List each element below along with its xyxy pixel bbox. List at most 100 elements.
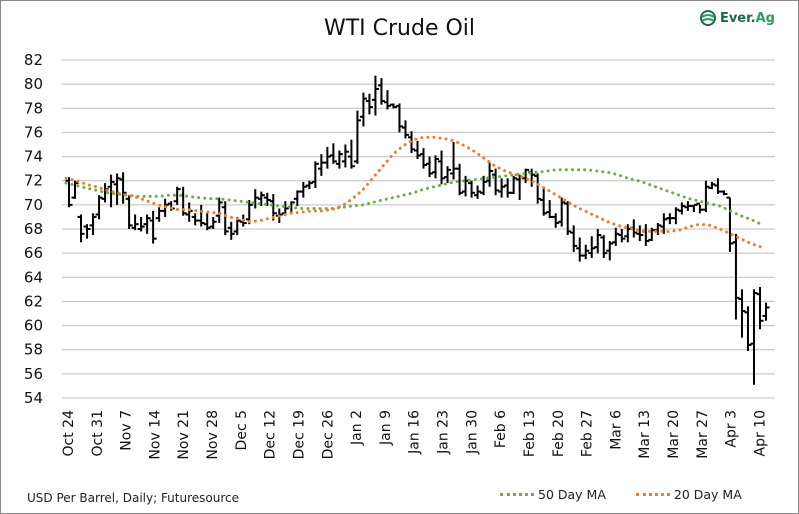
globe-icon	[699, 10, 716, 26]
y-tick-label: 74	[24, 148, 43, 166]
ma50-line	[64, 168, 763, 226]
everag-logo: Ever.Ag	[699, 10, 775, 26]
x-tick-label: Jan 30	[464, 410, 480, 455]
ohlc-bar	[486, 162, 494, 187]
ohlc-bar	[450, 142, 458, 180]
x-tick-label: Mar 20	[666, 410, 682, 459]
ohlc-bar	[570, 225, 578, 252]
ohlc-bar	[65, 177, 73, 208]
ohlc-bar	[492, 168, 500, 196]
x-tick-label: Dec 19	[291, 410, 307, 459]
ohlc-bar	[756, 286, 764, 330]
ohlc-bar	[95, 195, 103, 220]
ma20-line	[64, 135, 763, 249]
ohlc-bar	[750, 289, 758, 385]
ohlc-bar	[708, 181, 716, 190]
y-tick-label: 72	[24, 172, 43, 190]
source-note: USD Per Barrel, Daily; Futuresource	[27, 491, 240, 505]
ohlc-bar	[456, 163, 464, 196]
ohlc-bar	[738, 289, 746, 338]
x-tick-label: Apr 10	[752, 410, 768, 456]
ohlc-bar	[516, 174, 524, 201]
ohlc-bar	[179, 186, 187, 216]
ohlc-bar	[311, 161, 319, 188]
legend-swatch-ma50	[500, 493, 534, 496]
ohlc-bar	[468, 180, 476, 198]
x-tick-label: Nov 28	[205, 410, 221, 460]
x-tick-label: Jan 16	[407, 410, 423, 455]
ohlc-bar	[155, 207, 163, 222]
ohlc-bar	[347, 139, 355, 169]
x-tick-label: Jan 9	[378, 410, 394, 446]
ohlc-bar	[395, 103, 403, 133]
ohlc-bar	[690, 203, 698, 213]
ohlc-bar	[726, 196, 734, 252]
ohlc-bar	[762, 302, 770, 321]
ohlc-bar	[389, 103, 397, 109]
y-tick-label: 54	[24, 389, 43, 407]
ohlc-bar	[438, 150, 446, 185]
x-tick-label: Feb 27	[580, 410, 596, 457]
ohlc-bar	[359, 92, 367, 127]
x-tick-label: Mar 13	[637, 410, 653, 459]
ohlc-bar	[744, 306, 752, 351]
x-tick-label: Dec 12	[263, 410, 279, 459]
ohlc-bar	[558, 197, 566, 227]
ohlc-bar	[522, 168, 530, 184]
ohlc-bar	[341, 144, 349, 168]
ohlc-bar	[251, 189, 259, 209]
ohlc-bar	[215, 197, 223, 223]
ohlc-bar	[143, 214, 151, 234]
ohlc-bar	[413, 140, 422, 159]
ohlc-bar	[702, 180, 710, 213]
ohlc-bar	[732, 233, 740, 320]
ohlc-bar	[498, 178, 506, 198]
ohlc-bar	[89, 213, 97, 236]
ohlc-bar	[678, 202, 686, 215]
ohlc-bar	[720, 190, 728, 196]
ohlc-bar	[323, 146, 331, 169]
ohlc-bar	[329, 143, 337, 164]
ohlc-bar	[371, 75, 379, 116]
x-tick-label: Nov 7	[119, 410, 135, 451]
x-tick-label: Feb 13	[522, 410, 538, 457]
ohlc-bar	[191, 213, 199, 226]
ohlc-bar	[365, 93, 373, 115]
ohlc-bar	[618, 229, 626, 243]
ohlc-bar	[600, 235, 608, 258]
x-tick-label: Dec 5	[234, 410, 250, 450]
ohlc-bar	[588, 236, 596, 258]
ohlc-bar	[263, 192, 271, 207]
ohlc-bar	[636, 225, 644, 242]
ohlc-bar	[221, 201, 229, 236]
ohlc-bar	[426, 156, 434, 178]
x-tick-label: Nov 14	[147, 410, 163, 460]
ohlc-bar	[383, 90, 391, 110]
y-tick-label: 62	[24, 292, 43, 310]
y-tick-label: 76	[24, 123, 43, 141]
ohlc-bar	[432, 155, 440, 179]
ohlc-bar	[672, 207, 680, 225]
x-tick-label: Dec 26	[320, 410, 336, 459]
ohlc-bar	[564, 201, 572, 236]
ohlc-bar	[137, 216, 145, 232]
ohlc-bar	[528, 168, 536, 187]
logo-text-ever: Ever.	[719, 10, 756, 26]
ohlc-bar	[642, 224, 650, 246]
ohlc-bar	[606, 241, 614, 261]
ohlc-bar	[534, 173, 542, 204]
ohlc-bar	[666, 213, 674, 225]
ohlc-bar	[197, 204, 205, 227]
ohlc-bar	[119, 172, 127, 204]
ohlc-bar	[480, 175, 488, 196]
ohlc-bar	[444, 166, 452, 184]
ohlc-bar	[684, 201, 692, 211]
x-tick-label: Apr 3	[724, 410, 740, 448]
ohlc-bar	[293, 190, 301, 207]
y-tick-label: 64	[24, 268, 43, 286]
x-tick-label: Mar 6	[608, 410, 624, 450]
ohlc-bar	[582, 244, 590, 260]
ohlc-bar	[546, 200, 554, 219]
ohlc-bar	[462, 175, 470, 197]
